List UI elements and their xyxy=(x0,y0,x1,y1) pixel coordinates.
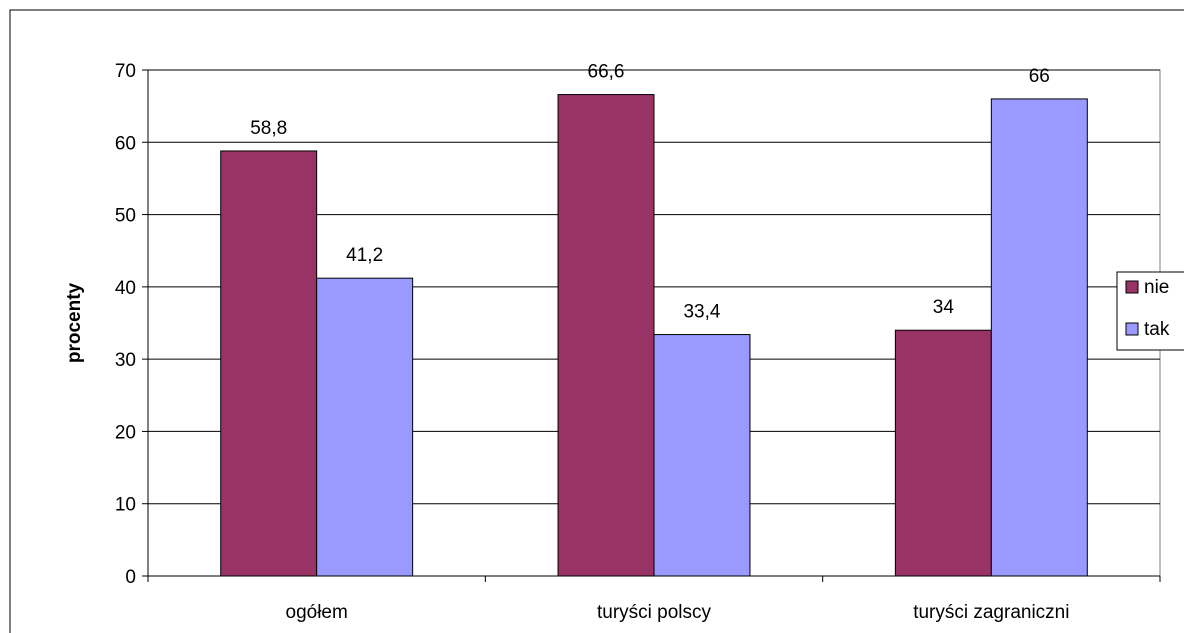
bar-tak xyxy=(653,334,751,577)
y-tick-label: 70 xyxy=(115,61,136,82)
bar-tak xyxy=(316,277,414,577)
y-tick-label: 60 xyxy=(115,133,136,154)
data-label: 33,4 xyxy=(683,302,720,323)
x-tick-label: ogółem xyxy=(286,602,348,623)
y-tick-label: 40 xyxy=(115,278,136,299)
bar-nie xyxy=(894,329,992,577)
data-label: 66 xyxy=(1029,66,1050,87)
y-tick-label: 0 xyxy=(125,567,136,588)
data-label: 41,2 xyxy=(346,245,383,266)
y-tick-label: 10 xyxy=(115,495,136,516)
legend: nie tak xyxy=(1116,271,1184,351)
data-labels-group: 58,8 41,2 66,6 33,4 34 66 xyxy=(250,62,1050,323)
data-label: 58,8 xyxy=(250,118,287,139)
data-label: 66,6 xyxy=(588,62,625,83)
data-label: 34 xyxy=(933,297,955,318)
y-tick-label: 50 xyxy=(115,206,136,227)
y-tick-label: 20 xyxy=(115,422,136,443)
bar-nie xyxy=(557,94,655,577)
legend-swatch-tak xyxy=(1125,322,1139,336)
legend-label-tak: tak xyxy=(1144,319,1170,340)
x-tick-label: turyści zagraniczni xyxy=(913,602,1069,623)
legend-label-nie: nie xyxy=(1144,277,1169,298)
y-tick-label: 30 xyxy=(115,350,136,371)
bars-group xyxy=(220,94,1088,577)
x-tick-label: turyści polscy xyxy=(597,602,712,623)
bar-nie xyxy=(220,150,318,577)
y-axis-title: procenty xyxy=(64,282,85,363)
bar-tak xyxy=(990,98,1088,577)
legend-swatch-nie xyxy=(1125,280,1139,294)
axes-group: 0 10 20 30 40 50 60 70 ogółem turyści polscy turyś… xyxy=(115,61,1161,623)
